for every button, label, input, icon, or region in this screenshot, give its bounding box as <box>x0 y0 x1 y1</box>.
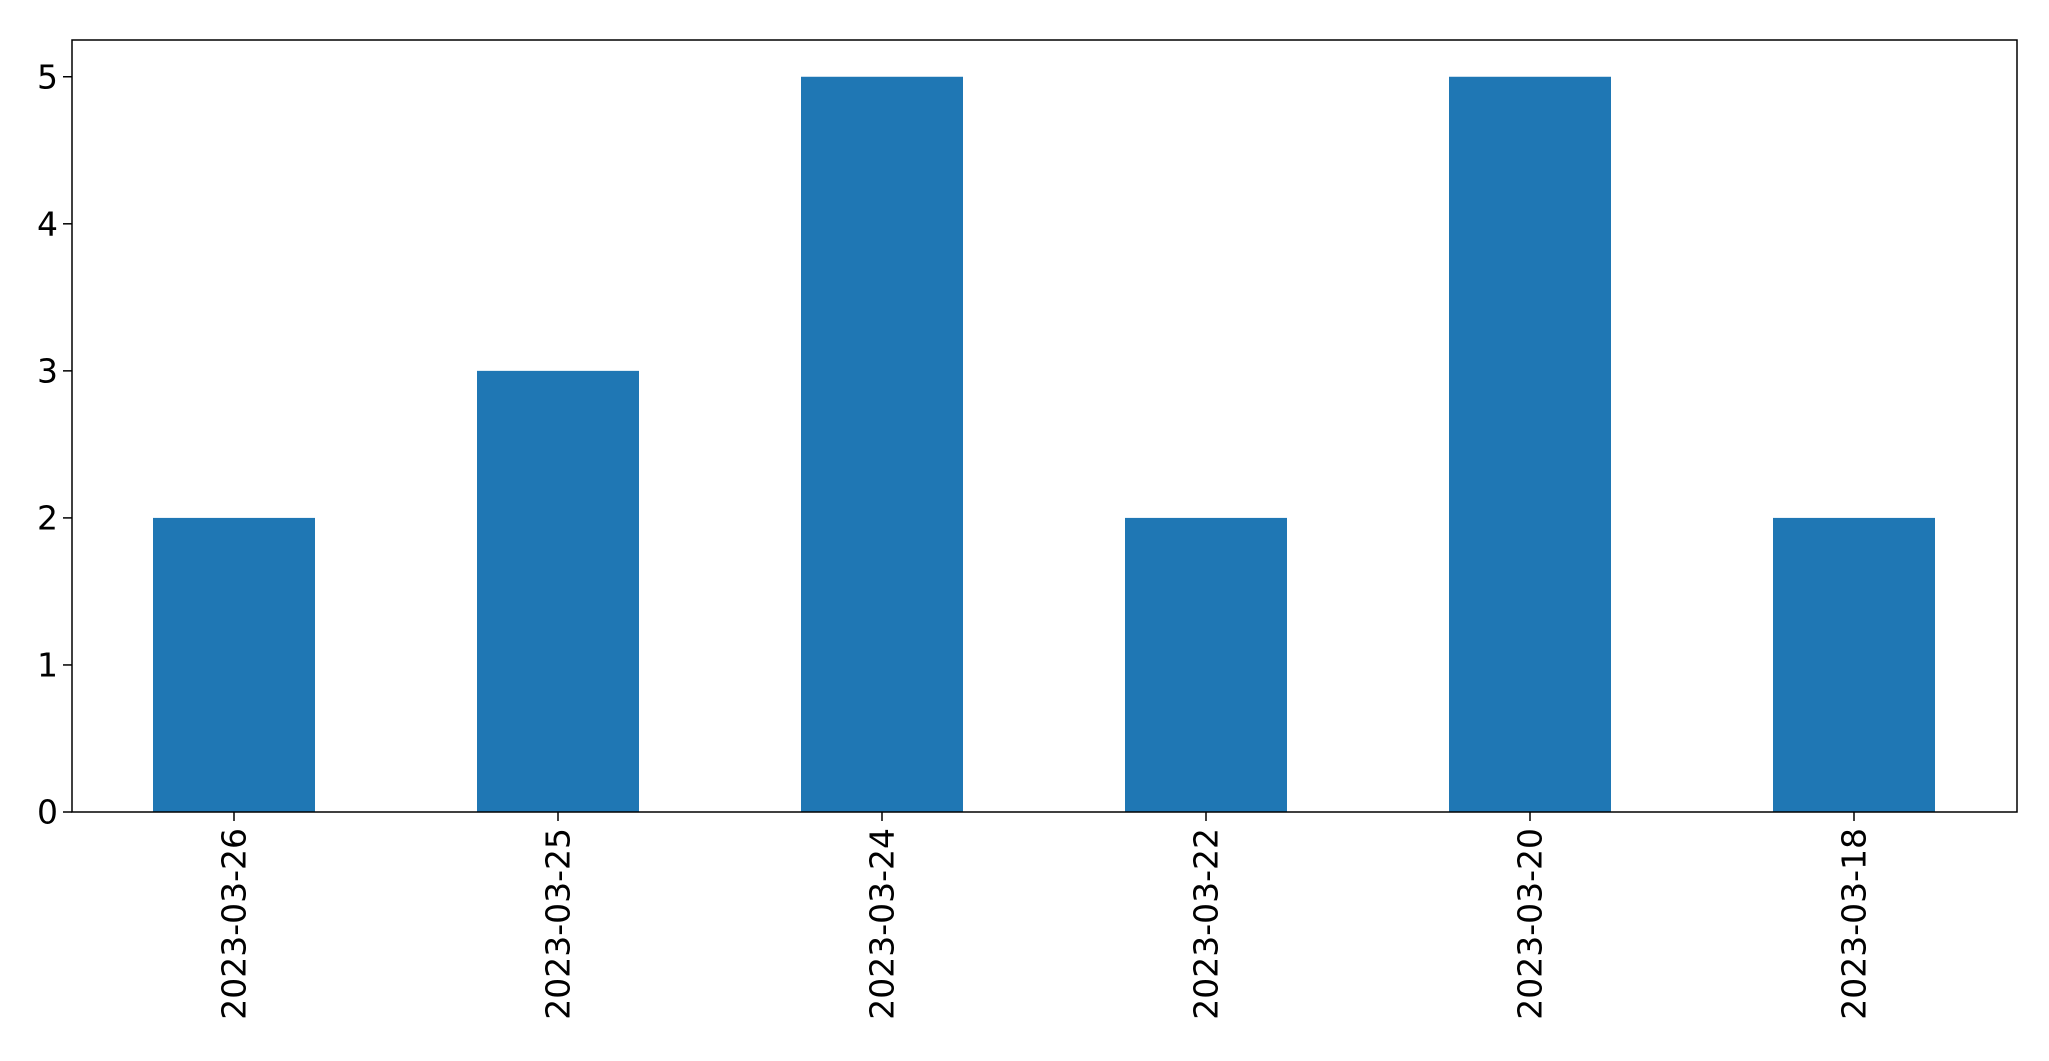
axes-frame <box>71 39 2018 813</box>
axes-layer <box>71 39 2018 813</box>
bar-2023-03-26 <box>153 517 315 812</box>
bar-2023-03-20 <box>1449 76 1611 812</box>
ticks-layer: 2023-03-26 2023-03-25 2023-03-24 2023-03-22… <box>37 57 1874 1020</box>
x-tick-label: 2023-03-22 <box>1187 828 1226 1020</box>
x-tick-label: 2023-03-26 <box>215 828 254 1020</box>
bar-2023-03-18 <box>1773 517 1935 812</box>
y-tick-label: 1 <box>37 645 58 684</box>
y-tick-label: 5 <box>37 57 58 96</box>
x-tick-label: 2023-03-25 <box>539 828 578 1020</box>
y-tick-label: 3 <box>37 351 58 390</box>
y-tick-label: 2 <box>37 498 58 537</box>
y-tick-label: 0 <box>37 793 58 832</box>
bar-2023-03-25 <box>477 370 639 812</box>
bars-layer <box>153 76 1935 812</box>
x-tick-label: 2023-03-20 <box>1511 828 1550 1020</box>
x-tick-label: 2023-03-24 <box>863 828 902 1020</box>
x-tick-label: 2023-03-18 <box>1835 828 1874 1020</box>
y-tick-label: 4 <box>37 204 58 243</box>
bar-2023-03-24 <box>801 76 963 812</box>
bar-2023-03-22 <box>1125 517 1287 812</box>
